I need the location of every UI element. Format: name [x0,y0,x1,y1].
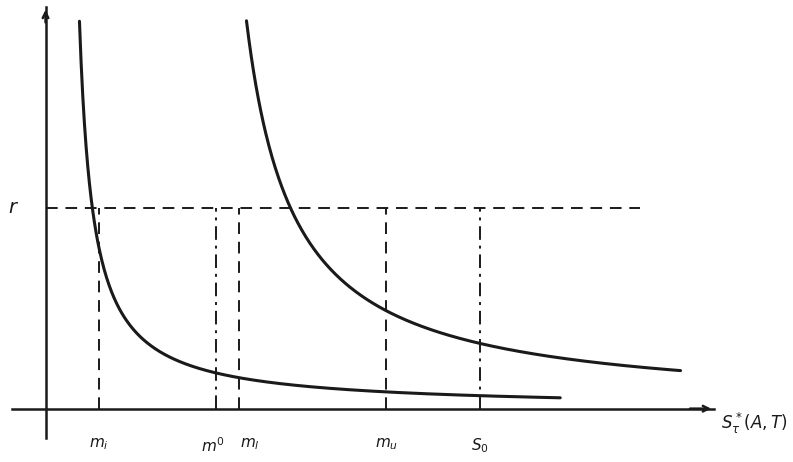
Text: $S_{\tau}^*(A,T)$: $S_{\tau}^*(A,T)$ [721,410,787,436]
Text: $m_i$: $m_i$ [89,436,109,452]
Text: $m_u$: $m_u$ [375,436,398,452]
Text: $r$: $r$ [8,199,19,217]
Text: $m_l$: $m_l$ [239,436,259,452]
Text: $m^0$: $m^0$ [201,436,224,455]
Text: $S_0$: $S_0$ [471,436,489,455]
